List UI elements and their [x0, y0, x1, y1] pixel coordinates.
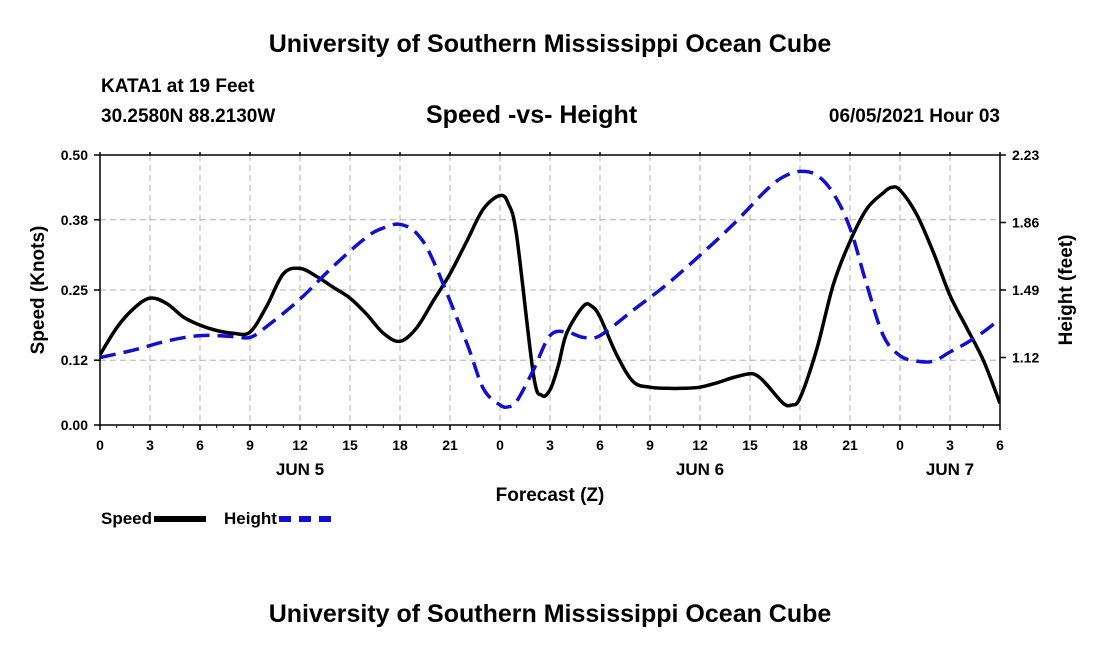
x-tick-label: 18 [392, 437, 408, 453]
x-tick-label: 3 [946, 437, 954, 453]
x-tick-label: 3 [546, 437, 554, 453]
x-tick-label: 21 [842, 437, 858, 453]
x-tick-label: 12 [692, 437, 708, 453]
y-tick-label: 0.12 [61, 352, 88, 368]
y2-axis-title: Height (feet) [1056, 235, 1077, 346]
series-line-speed [100, 185, 1000, 408]
y-tick-label: 0.50 [61, 147, 88, 163]
x-tick-label: 0 [96, 437, 104, 453]
forecast-date: 06/05/2021 Hour 03 [828, 106, 1000, 127]
x-tick-label: 9 [246, 437, 254, 453]
x-tick-label: 21 [442, 437, 458, 453]
x-tick-label: 9 [646, 437, 654, 453]
y2-tick-label: 1.86 [1012, 215, 1039, 231]
legend: Speed Height [101, 509, 349, 529]
x-tick-label: 6 [996, 437, 1004, 453]
legend-height-swatch [278, 516, 331, 522]
x-tick-label: 6 [596, 437, 604, 453]
day-label: JUN 6 [676, 460, 724, 479]
x-tick-label: 18 [792, 437, 808, 453]
day-label: JUN 7 [926, 460, 974, 479]
top-title: University of Southern Mississippi Ocean… [268, 30, 832, 58]
x-tick-label: 15 [342, 437, 358, 453]
legend-speed-swatch [154, 516, 207, 522]
legend-speed-label: Speed [101, 509, 153, 528]
y-tick-label: 0.25 [61, 282, 88, 298]
day-label: JUN 5 [276, 460, 324, 479]
x-tick-label: 3 [146, 437, 154, 453]
y-tick-label: 0.00 [61, 417, 88, 433]
x-axis-title: Forecast (Z) [496, 485, 605, 506]
y-tick-label: 0.38 [61, 212, 88, 228]
y-axis-title: Speed (Knots) [28, 226, 49, 355]
x-tick-label: 6 [196, 437, 204, 453]
station-coords: 30.2580N 88.2130W [101, 106, 276, 127]
y2-tick-label: 2.23 [1012, 147, 1039, 163]
legend-height: Height [224, 509, 331, 529]
x-tick-label: 12 [292, 437, 308, 453]
legend-speed: Speed [101, 509, 207, 529]
chart-title: Speed -vs- Height [426, 101, 638, 129]
x-tick-label: 0 [896, 437, 904, 453]
y2-tick-label: 1.12 [1012, 350, 1039, 366]
station-name: KATA1 at 19 Feet [101, 76, 255, 97]
legend-height-label: Height [224, 509, 277, 528]
x-tick-label: 15 [742, 437, 758, 453]
bottom-title: University of Southern Mississippi Ocean… [268, 600, 832, 628]
x-tick-label: 0 [496, 437, 504, 453]
y2-tick-label: 1.49 [1012, 282, 1039, 298]
series-line-height [100, 169, 1000, 410]
